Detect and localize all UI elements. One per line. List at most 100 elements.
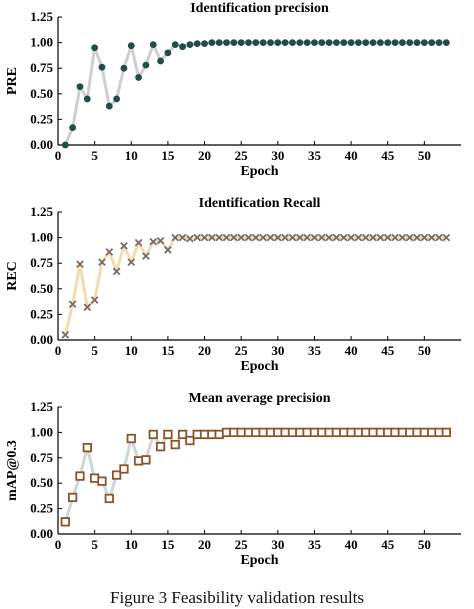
data-point	[164, 49, 172, 57]
x-tick-label: 35	[308, 343, 322, 358]
data-point	[302, 427, 312, 438]
y-tick-label: 1.00	[30, 35, 53, 50]
data-point	[267, 39, 274, 46]
data-point	[435, 39, 443, 46]
x-tick-label: 50	[418, 343, 431, 358]
y-tick-label: 0.50	[30, 475, 53, 490]
data-point	[215, 39, 223, 46]
data-point	[354, 233, 363, 242]
data-point	[193, 233, 202, 242]
data-point	[369, 233, 377, 242]
x-tick-label: 35	[308, 537, 322, 552]
data-point	[383, 233, 392, 242]
data-point	[243, 427, 254, 438]
x-tick-label: 15	[161, 148, 175, 163]
data-point	[339, 427, 349, 438]
data-point	[266, 233, 275, 242]
data-point	[177, 429, 188, 440]
x-tick-label: 25	[235, 148, 249, 163]
data-point	[133, 456, 144, 466]
x-tick-label: 40	[345, 343, 358, 358]
x-tick-label: 0	[55, 343, 62, 358]
y-tick-label: 1.25	[30, 399, 53, 414]
data-point	[391, 39, 399, 46]
data-point	[384, 39, 392, 46]
data-point	[156, 236, 165, 245]
data-point	[375, 427, 386, 438]
y-tick-label: 0.25	[30, 111, 53, 126]
data-point	[179, 43, 186, 51]
data-point	[91, 44, 99, 52]
data-point	[355, 39, 362, 46]
data-point	[251, 427, 261, 438]
data-point	[170, 439, 180, 450]
data-point	[164, 246, 172, 254]
data-point	[435, 233, 443, 242]
y-tick-label: 0.25	[30, 501, 53, 516]
y-tick-label: 1.25	[30, 204, 53, 219]
data-point	[68, 492, 78, 503]
data-point	[361, 427, 371, 438]
data-point	[90, 296, 99, 304]
data-point	[287, 427, 298, 438]
x-tick-label: 5	[91, 343, 98, 358]
data-point	[413, 233, 421, 242]
data-point	[362, 39, 370, 46]
x-tick-label: 50	[418, 537, 431, 552]
data-point	[368, 427, 378, 438]
data-point	[200, 233, 209, 242]
x-tick-label: 40	[345, 148, 358, 163]
x-tick-label: 30	[271, 343, 284, 358]
data-point	[193, 40, 201, 48]
x-tick-label: 25	[235, 537, 249, 552]
data-point	[288, 233, 297, 242]
y-tick-label: 0.75	[30, 60, 53, 75]
data-point	[280, 427, 290, 438]
data-point	[317, 427, 327, 438]
series-line	[63, 430, 447, 523]
data-point	[333, 39, 340, 46]
data-point	[134, 238, 143, 247]
data-point	[120, 64, 128, 72]
x-axis-label: Epoch	[240, 359, 278, 374]
data-point	[281, 233, 289, 242]
data-point	[60, 517, 70, 527]
data-point	[376, 233, 385, 242]
data-point	[347, 39, 355, 46]
data-point	[252, 39, 260, 46]
data-point	[259, 233, 268, 242]
x-tick-label: 50	[418, 148, 431, 163]
data-point	[236, 427, 246, 438]
data-point	[317, 233, 326, 242]
data-point	[98, 63, 106, 71]
data-point	[127, 258, 136, 267]
data-point	[76, 83, 84, 91]
data-point	[111, 470, 122, 480]
data-point	[75, 471, 85, 481]
data-point	[61, 331, 70, 339]
data-point	[171, 233, 180, 242]
data-point	[83, 303, 92, 312]
data-point	[149, 41, 157, 49]
x-tick-label: 0	[55, 537, 62, 552]
y-axis-label: REC	[5, 261, 20, 291]
data-point	[265, 427, 276, 438]
chart-title: Identification Recall	[199, 196, 321, 211]
data-point	[331, 427, 342, 438]
data-point	[230, 39, 238, 46]
data-point	[309, 427, 320, 438]
x-tick-label: 10	[125, 537, 138, 552]
x-tick-label: 15	[161, 537, 175, 552]
y-tick-label: 0.75	[30, 255, 53, 270]
data-point	[251, 233, 260, 242]
data-point	[199, 429, 210, 440]
data-point	[105, 102, 113, 110]
data-point	[163, 429, 173, 440]
data-point	[119, 464, 129, 474]
data-point	[295, 233, 304, 242]
x-tick-label: 30	[271, 148, 284, 163]
data-point	[113, 95, 121, 103]
data-point	[295, 427, 305, 438]
data-point	[237, 233, 246, 242]
series-line	[63, 236, 447, 336]
